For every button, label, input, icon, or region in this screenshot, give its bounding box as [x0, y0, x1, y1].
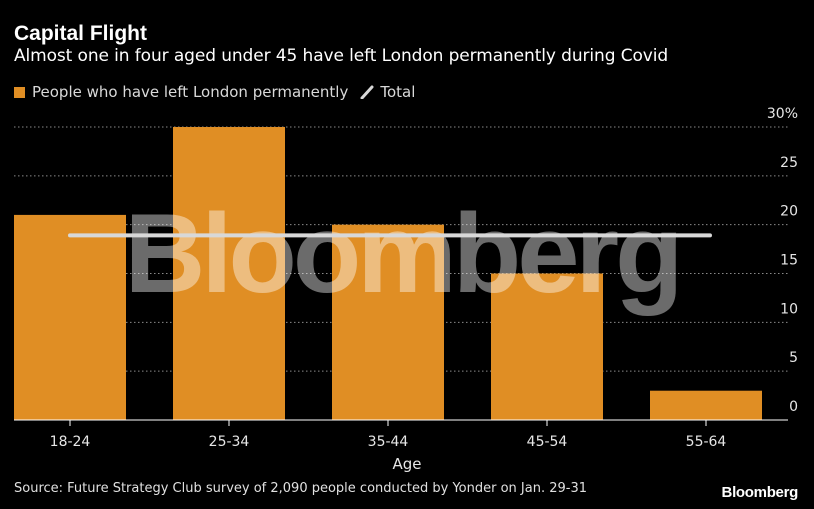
bar-25-34 — [173, 127, 285, 420]
y-tick-label: 30% — [767, 106, 798, 122]
y-tick-label: 15 — [780, 253, 798, 269]
chart-legend: People who have left London permanently … — [14, 83, 415, 101]
gridlines — [14, 126, 788, 372]
bar-45-54 — [491, 273, 603, 420]
x-tick-label: 25-34 — [209, 434, 250, 450]
y-tick-label: 25 — [780, 155, 798, 171]
legend-line-label: Total — [380, 83, 416, 101]
y-axis-ticks: 30% 25 20 15 10 5 0 — [767, 106, 798, 415]
y-tick-label: 20 — [780, 204, 798, 220]
x-tick-label: 18-24 — [50, 434, 91, 450]
legend-line-icon — [360, 85, 374, 99]
bloomberg-logo: Bloomberg — [721, 484, 799, 501]
x-tick-label: 55-64 — [686, 434, 727, 450]
legend-line-stroke — [360, 85, 374, 99]
watermark: Bloomberg — [124, 191, 679, 316]
bar-55-64 — [650, 390, 762, 420]
y-tick-label: 5 — [789, 350, 798, 366]
bars — [14, 127, 762, 420]
bar-18-24 — [14, 214, 126, 420]
legend-bar-label: People who have left London permanently — [32, 83, 349, 101]
y-tick-label: 0 — [789, 399, 798, 415]
x-tick-label: 45-54 — [527, 434, 568, 450]
chart-title: Capital Flight — [14, 22, 147, 45]
x-axis-title: Age — [392, 455, 421, 473]
y-tick-label: 10 — [780, 301, 798, 317]
source-note: Source: Future Strategy Club survey of 2… — [14, 481, 587, 496]
chart-subtitle: Almost one in four aged under 45 have le… — [14, 46, 669, 66]
bar-35-44 — [332, 224, 444, 420]
x-tick-label: 35-44 — [368, 434, 409, 450]
legend-bar-swatch — [14, 86, 25, 98]
x-axis-ticks: 18-24 25-34 35-44 45-54 55-64 — [50, 420, 727, 450]
